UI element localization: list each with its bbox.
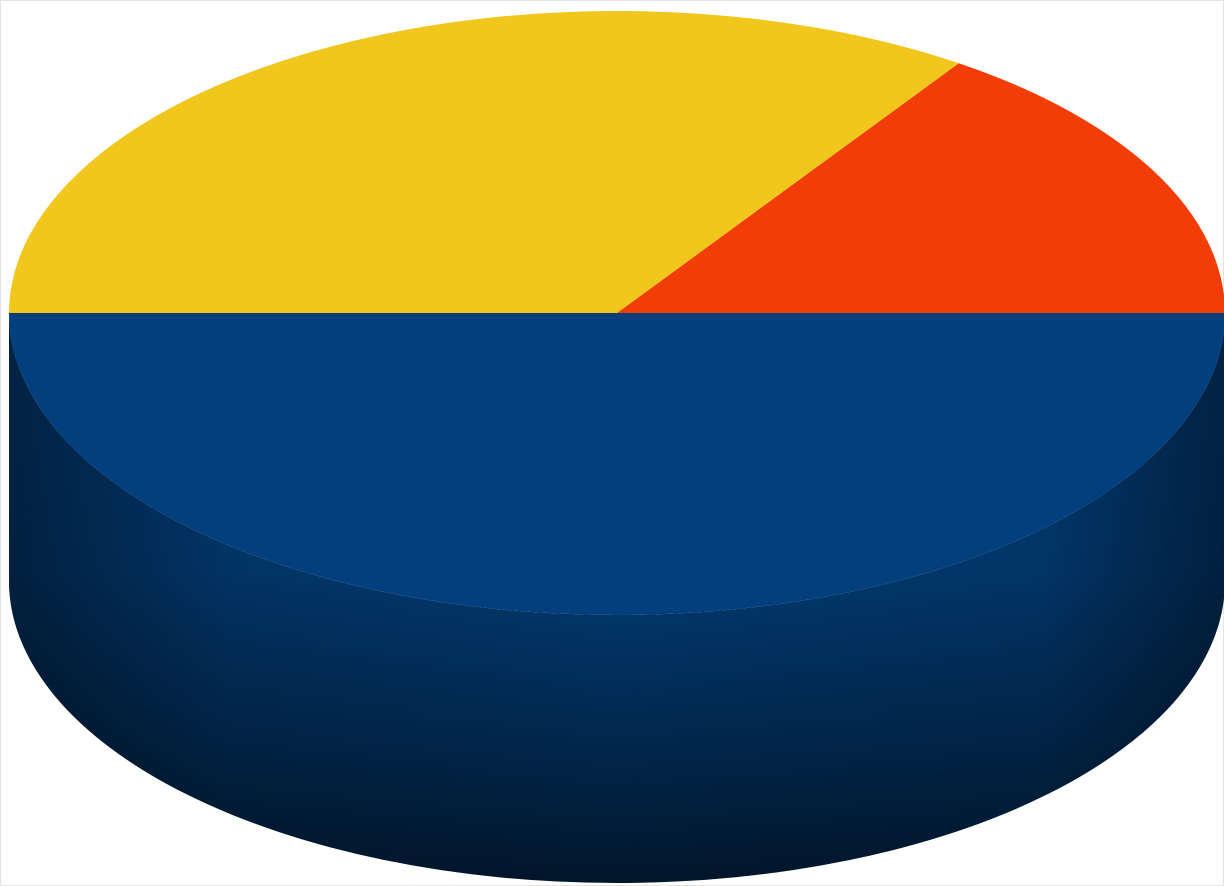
pie-top-faces bbox=[9, 10, 1224, 615]
pie-side-walls bbox=[9, 313, 1224, 883]
pie-slice-3 bbox=[9, 10, 959, 314]
pie-slice-1 bbox=[9, 313, 1224, 615]
pie-slice-2 bbox=[617, 63, 1224, 313]
pie-side-shade-1 bbox=[9, 313, 1224, 883]
